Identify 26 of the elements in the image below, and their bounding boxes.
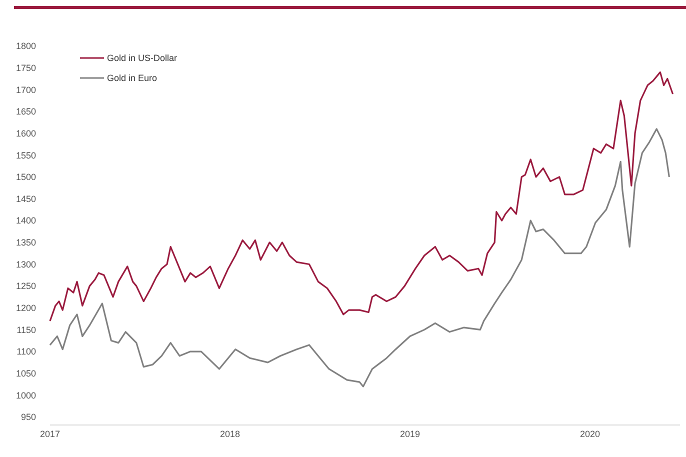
y-tick-label: 1300 — [16, 259, 36, 270]
y-tick-label: 1350 — [16, 238, 36, 248]
y-tick-label: 1400 — [16, 216, 36, 226]
line-series — [49, 128, 670, 388]
y-tick-label: 1500 — [16, 172, 36, 182]
y-tick-label: 1800 — [16, 41, 36, 52]
y-tick-label: 1700 — [16, 84, 36, 95]
legend-label: Gold in US-Dollar — [107, 53, 178, 64]
legend-label: Gold in Euro — [107, 73, 158, 84]
y-tick-label: 1750 — [16, 62, 36, 73]
x-tick-label: 2017 — [40, 429, 60, 439]
x-tick-label: 2020 — [580, 429, 600, 439]
y-tick-label: 1450 — [16, 194, 36, 204]
y-tick-label: 1050 — [16, 368, 36, 379]
y-tick-label: 1150 — [16, 324, 36, 335]
y-tick-label: 1000 — [16, 390, 36, 400]
x-tick-label: 2019 — [400, 429, 420, 439]
y-tick-label: 1100 — [16, 346, 36, 357]
y-tick-label: 1250 — [16, 281, 36, 292]
x-tick-label: 2018 — [220, 429, 240, 439]
y-tick-label: 1600 — [16, 128, 36, 138]
line-series — [49, 71, 674, 322]
y-tick-label: 950 — [20, 412, 36, 422]
y-tick-label: 1650 — [16, 106, 36, 117]
y-tick-label: 1550 — [16, 150, 36, 160]
y-tick-label: 1200 — [16, 303, 36, 314]
